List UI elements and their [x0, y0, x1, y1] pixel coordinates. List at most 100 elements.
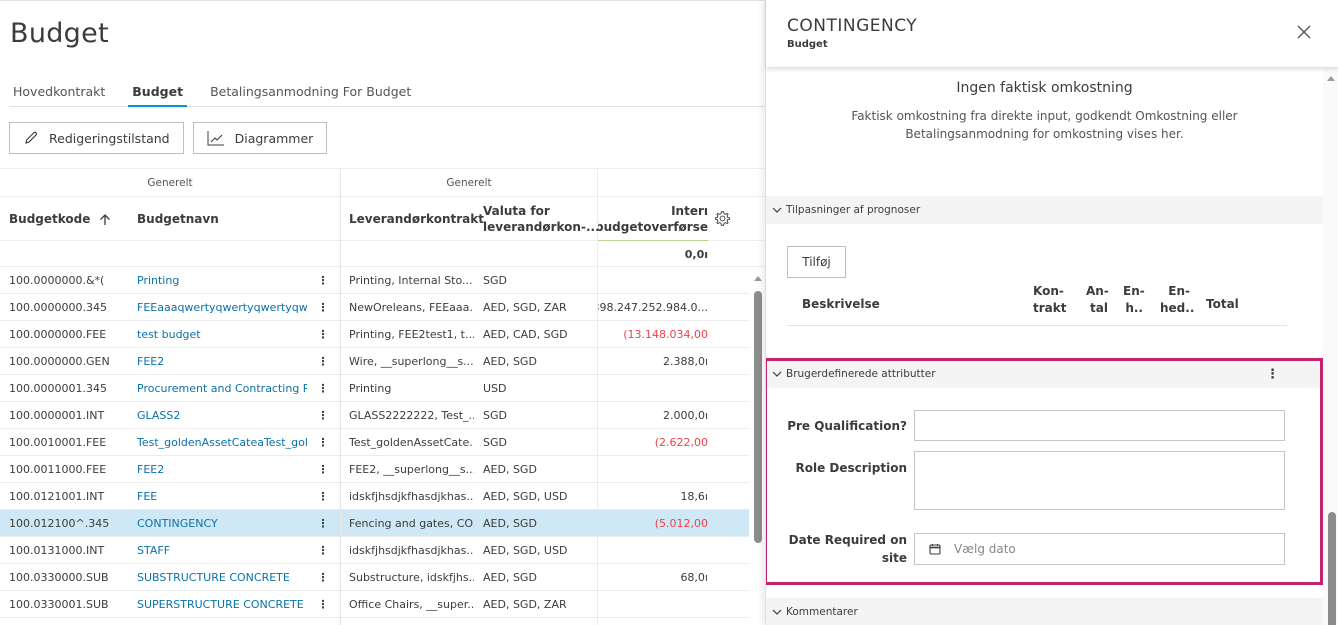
col-header-budgetkode[interactable]: Budgetkode	[9, 197, 111, 241]
more-vertical-icon[interactable]: ⋮	[317, 274, 329, 287]
panel-scroll-thumb[interactable]	[1328, 512, 1336, 625]
section-comments[interactable]: Kommentarer	[766, 598, 1323, 625]
custom-attributes-form: Pre Qualification? Role Description Date…	[766, 388, 1323, 582]
budget-name-link[interactable]: test budget	[137, 328, 201, 341]
charts-label: Diagrammer	[234, 130, 314, 146]
chevron-down-icon	[772, 609, 782, 615]
edit-mode-button[interactable]: Redigeringstilstand	[9, 122, 184, 154]
panel-header: CONTINGENCY Budget	[766, 0, 1338, 67]
table-row[interactable]: 100.0330000.SUB SUBSTRUCTURE CONCRETE ⋮ …	[0, 564, 749, 591]
summary-internal-value: 0,0ı	[684, 247, 708, 261]
panel-body: Ingen faktisk omkostning Faktisk omkostn…	[766, 67, 1323, 625]
date-placeholder: Vælg dato	[954, 542, 1016, 556]
more-vertical-icon[interactable]: ⋮	[317, 598, 329, 611]
col-header-valuta[interactable]: Valuta for leverandørkon-...	[483, 204, 600, 234]
divider	[787, 325, 1287, 326]
more-vertical-icon[interactable]: ⋮	[317, 301, 329, 314]
page-title: Budget	[10, 18, 109, 49]
more-vertical-icon[interactable]: ⋮	[317, 328, 329, 341]
forecast-col-description: Beskrivelse	[802, 297, 880, 311]
more-vertical-icon[interactable]: ⋮	[317, 436, 329, 449]
more-vertical-icon[interactable]: ⋮	[317, 409, 329, 422]
col-header-intern-budgetoverforsel[interactable]: Interı budgetoverførse	[598, 197, 708, 241]
budget-name-link[interactable]: FEE2	[137, 355, 165, 368]
pencil-icon	[25, 131, 38, 144]
budget-name-link[interactable]: STAFF	[137, 544, 171, 557]
table-row[interactable]: 100.0000001.345 Procurement and Contract…	[0, 375, 749, 402]
more-vertical-icon[interactable]: ⋮	[317, 355, 329, 368]
forecast-col-total: Total	[1206, 297, 1239, 311]
budget-grid: Generelt Generelt Budgetkode Budgetnavn …	[0, 168, 765, 625]
table-row[interactable]: 100.0000000.&*( Printing ⋮ Printing, Int…	[0, 267, 749, 294]
calendar-icon	[929, 544, 941, 555]
col-header-leverandorkontrakt[interactable]: Leverandørkontrakt	[349, 212, 484, 226]
more-vertical-icon[interactable]: ⋮	[317, 517, 329, 530]
more-vertical-icon[interactable]: ⋮	[1266, 366, 1279, 382]
section-forecast-adjustments[interactable]: Tilpasninger af prognoser	[766, 196, 1323, 224]
table-row-selected[interactable]: 100.012100^.345 CONTINGENCY ⋮ Fencing an…	[0, 510, 749, 537]
toolbar: Redigeringstilstand Diagrammer	[9, 122, 328, 154]
more-vertical-icon[interactable]: ⋮	[317, 544, 329, 557]
chevron-down-icon	[772, 371, 782, 377]
tab-hovedkontrakt[interactable]: Hovedkontrakt	[13, 84, 106, 99]
budget-name-link[interactable]: SUBSTRUCTURE CONCRETE	[137, 571, 290, 584]
gear-icon[interactable]	[714, 210, 731, 227]
empty-state-title: Ingen faktisk omkostning	[956, 80, 1133, 96]
summary-row: 0,0ı	[0, 241, 765, 267]
panel-scrollbar[interactable]	[1323, 67, 1338, 625]
group-header-generelt: Generelt	[147, 177, 193, 189]
budget-name-link[interactable]: CONTINGENCY	[137, 517, 218, 530]
budget-name-link[interactable]: FEEaaaqwertyqwertyqwertyqw...	[137, 301, 307, 314]
col-header-budgetnavn[interactable]: Budgetnavn	[137, 212, 219, 226]
add-button[interactable]: Tilføj	[787, 246, 846, 278]
budget-name-link[interactable]: Printing	[137, 274, 180, 287]
tab-betalingsanmodning[interactable]: Betalingsanmodning For Budget	[210, 84, 412, 99]
date-required-label: Date Required on site	[788, 533, 907, 565]
budget-name-link[interactable]: Procurement and Contracting R...	[137, 382, 307, 395]
charts-button[interactable]: Diagrammer	[192, 122, 328, 154]
budget-name-link[interactable]: Test_goldenAssetCateaTest_gol...	[137, 436, 307, 449]
chevron-down-icon	[772, 207, 782, 213]
forecast-col-unit: En- h..	[1123, 284, 1145, 315]
more-vertical-icon[interactable]: ⋮	[317, 382, 329, 395]
table-row[interactable]: 100.0010001.FEE Test_goldenAssetCateaTes…	[0, 429, 749, 456]
table-row[interactable]: 100.0121001.INT FEE ⋮ idskfjhsdjkfhasdjk…	[0, 483, 749, 510]
table-row[interactable]: 100.0330001.SUB SUPERSTRUCTURE CONCRETE …	[0, 591, 749, 618]
pre-qualification-input[interactable]	[914, 410, 1285, 441]
panel-title: CONTINGENCY	[787, 16, 918, 36]
scroll-up-arrow-icon[interactable]	[754, 276, 762, 281]
tab-bar: Hovedkontrakt Budget Betalingsanmodning …	[9, 77, 765, 107]
close-icon[interactable]	[1296, 24, 1312, 40]
pre-qualification-label: Pre Qualification?	[787, 419, 907, 433]
forecast-col-contract: Kon- trakt	[1033, 284, 1067, 315]
budget-name-link[interactable]: FEE2	[137, 463, 165, 476]
table-row[interactable]: 100.0131000.INT STAFF ⋮ idskfjhsdjkfhasd…	[0, 537, 749, 564]
empty-state-description: Faktisk omkostning fra direkte input, go…	[851, 109, 1238, 141]
panel-subtitle: Budget	[787, 39, 828, 50]
date-required-picker[interactable]: Vælg dato	[914, 533, 1285, 565]
budget-name-link[interactable]: FEE	[137, 490, 158, 503]
table-row[interactable]: 100.0000000.345 FEEaaaqwertyqwertyqwerty…	[0, 294, 749, 321]
budget-name-link[interactable]: SUPERSTRUCTURE CONCRETE	[137, 598, 304, 611]
section-custom-attributes[interactable]: Brugerdefinerede attributter ⋮	[766, 360, 1323, 388]
line-chart-icon	[207, 131, 224, 146]
forecast-col-quantity: An- tal	[1086, 284, 1109, 315]
role-description-textarea[interactable]	[914, 451, 1285, 510]
table-row[interactable]: 100.0000001.INT GLASS2 ⋮ GLASS2222222, T…	[0, 402, 749, 429]
table-row[interactable]: 100.0000000.FEE test budget ⋮ Printing, …	[0, 321, 749, 348]
scroll-up-arrow-icon[interactable]	[1327, 76, 1335, 81]
more-vertical-icon[interactable]: ⋮	[317, 571, 329, 584]
table-row[interactable]: 100.0011000.FEE FEE2 ⋮ FEE2, __superlong…	[0, 456, 749, 483]
role-description-label: Role Description	[795, 461, 907, 475]
budget-name-link[interactable]: GLASS2	[137, 409, 181, 422]
more-vertical-icon[interactable]: ⋮	[317, 490, 329, 503]
table-row[interactable]: 100.0000000.GEN FEE2 ⋮ Wire, __superlong…	[0, 348, 749, 375]
grid-scrollbar[interactable]	[752, 267, 764, 625]
pinned-column-divider	[340, 169, 341, 625]
more-vertical-icon[interactable]: ⋮	[317, 463, 329, 476]
grid-scroll-thumb[interactable]	[754, 291, 762, 543]
forecast-col-unit-cost: En- hed..	[1160, 284, 1195, 315]
budget-main: Budget Hovedkontrakt Budget Betalingsanm…	[0, 0, 765, 625]
detail-panel: CONTINGENCY Budget Ingen faktisk omkostn…	[765, 0, 1338, 625]
tab-budget[interactable]: Budget	[128, 77, 188, 107]
